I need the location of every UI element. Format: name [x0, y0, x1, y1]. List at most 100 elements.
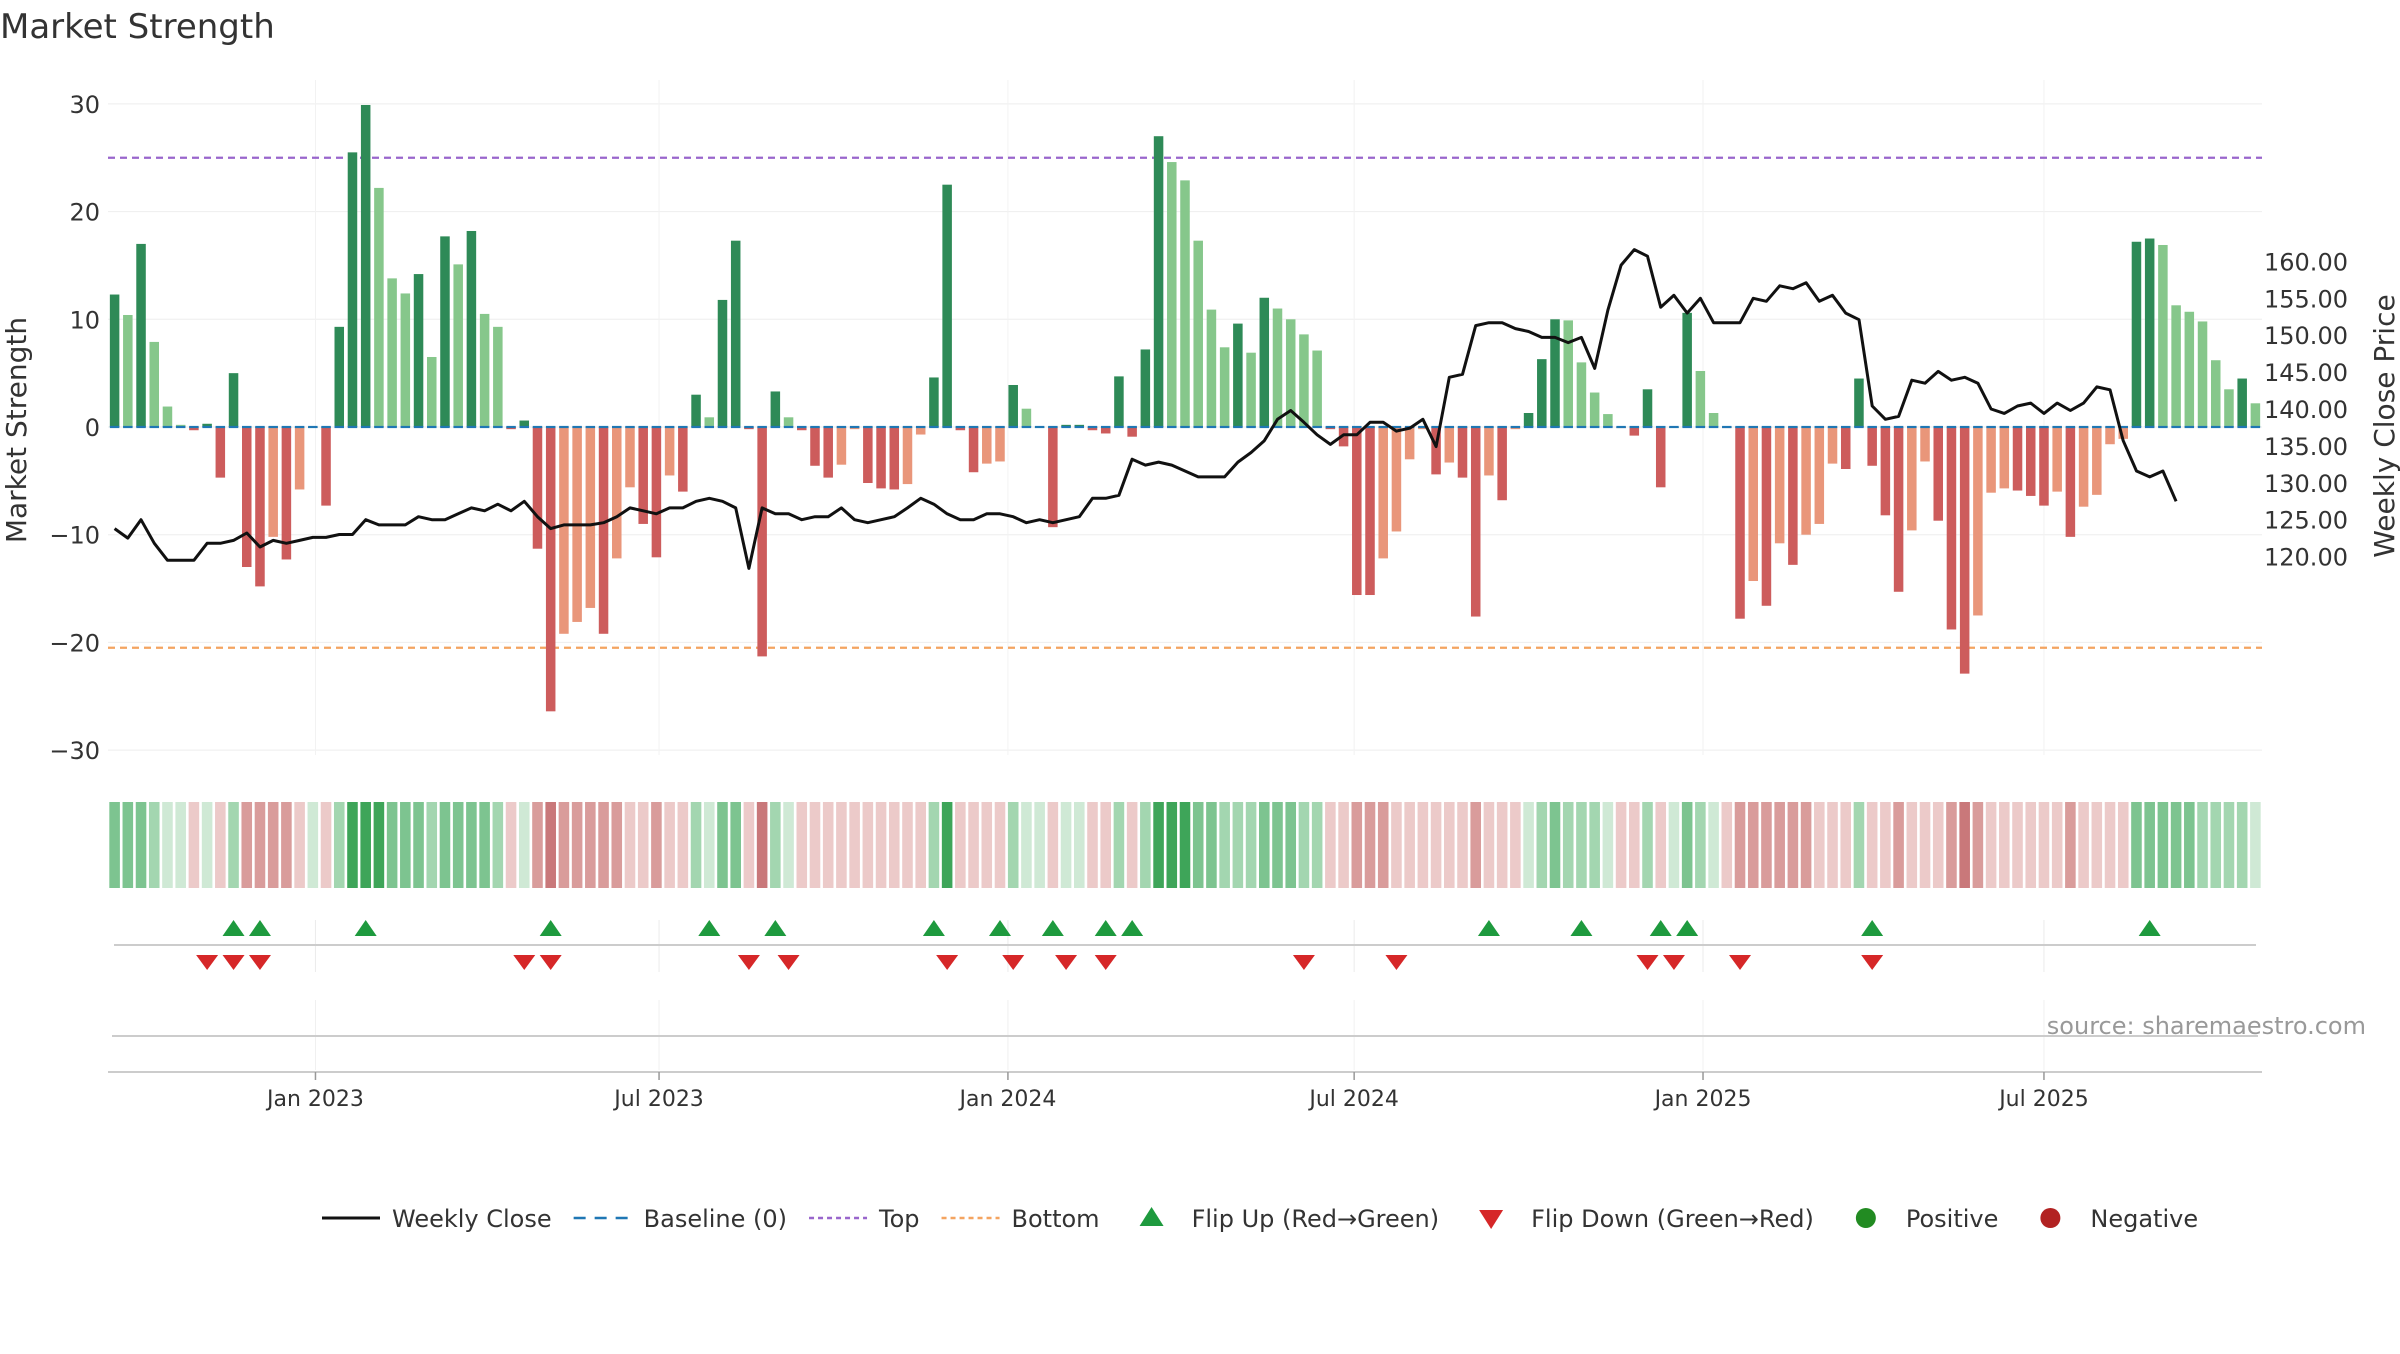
strength-bar — [479, 313, 490, 427]
strength-bar — [1219, 347, 1230, 427]
strength-bar — [1470, 427, 1481, 617]
strength-bar — [1563, 320, 1573, 427]
strength-bar — [1352, 427, 1362, 596]
strength-bar — [334, 326, 345, 427]
strip-cell — [1126, 802, 1138, 888]
strip-cell — [1959, 802, 1970, 888]
strength-bar — [876, 427, 886, 489]
reference-lines — [108, 156, 2262, 649]
strip-cell — [1999, 802, 2010, 888]
strength-bar — [1880, 427, 1891, 516]
strength-bar — [1404, 427, 1415, 460]
strip-cell — [320, 802, 332, 888]
strip-cell — [241, 802, 253, 888]
strength-bar — [1576, 362, 1587, 427]
strip-cell — [571, 802, 583, 888]
strength-bar — [968, 427, 979, 473]
strip-cell — [1351, 802, 1363, 888]
strength-bar — [453, 264, 463, 427]
strip-cell — [1695, 802, 1706, 888]
strength-bar — [1114, 376, 1124, 427]
strip-cell — [2091, 802, 2103, 888]
flip-up-marker — [698, 920, 721, 936]
strip-cell — [1153, 802, 1164, 888]
strip-cell — [254, 802, 266, 888]
flip-down-marker — [1861, 955, 1884, 970]
y2-tick-label: 135.00 — [2264, 433, 2348, 461]
y2-tick-label: 120.00 — [2264, 544, 2348, 572]
flip-up-marker — [922, 920, 945, 936]
strength-bar — [1893, 427, 1904, 592]
strip-cell — [532, 802, 543, 888]
strip-cell — [1510, 802, 1521, 888]
strength-bar — [730, 240, 741, 427]
strip-cell — [1417, 802, 1429, 888]
strength-bar — [598, 427, 609, 634]
strip-cell — [2078, 802, 2089, 888]
strip-cell — [215, 802, 226, 888]
strength-bar — [2171, 305, 2181, 427]
strength-bar — [1946, 427, 1957, 630]
flip-up-marker — [988, 920, 1011, 936]
strip-cell — [386, 802, 398, 888]
strength-bar — [1801, 427, 1811, 535]
strength-bar — [915, 427, 926, 435]
strength-bar — [2118, 427, 2129, 439]
strip-cell — [1245, 802, 1257, 888]
strength-bar — [625, 427, 635, 488]
strength-bar — [1973, 427, 1983, 616]
strength-bar — [1774, 427, 1785, 544]
strip-cell — [1060, 802, 1072, 888]
flip-up-marker — [539, 920, 562, 936]
strength-bar — [123, 314, 133, 427]
legend-positive-swatch — [1855, 1208, 1876, 1228]
strength-bars — [109, 104, 2261, 712]
flip-up-marker — [1570, 920, 1593, 936]
strip-cell — [1457, 802, 1468, 888]
strip-cell — [1179, 802, 1191, 888]
strength-bar — [2078, 427, 2089, 507]
strength-bar — [1048, 427, 1058, 528]
y-axis-label: Market Strength — [0, 317, 33, 543]
strip-cell — [466, 802, 477, 888]
flip-down-marker — [513, 955, 536, 970]
strength-bar — [1537, 359, 1547, 427]
strip-cell — [1536, 802, 1548, 888]
strength-bar — [493, 326, 503, 427]
x-tick-label: Jan 2024 — [957, 1087, 1056, 1112]
strip-cell — [1444, 802, 1455, 888]
strip-cell — [1166, 802, 1178, 888]
chart-title: Market Strength — [0, 7, 275, 47]
strip-cell — [1483, 802, 1495, 888]
strip-cell — [1192, 802, 1204, 888]
strength-bar — [427, 356, 437, 427]
flip-down-marker — [1729, 955, 1752, 970]
strip-cell — [333, 802, 345, 888]
strength-bar — [1933, 427, 1943, 521]
strip-cell — [505, 802, 517, 888]
strength-bar — [1087, 427, 1098, 431]
flip-up-marker — [248, 920, 271, 936]
flip-up-marker — [1649, 920, 1672, 936]
flip-down-marker — [539, 955, 562, 970]
strip-cell — [2144, 802, 2155, 888]
flip-up-marker — [222, 920, 245, 936]
strength-bar — [1180, 180, 1190, 427]
strength-bar — [294, 427, 305, 490]
strip-cell — [1589, 802, 1600, 888]
strip-cell — [585, 802, 596, 888]
strip-cell — [994, 802, 1006, 888]
strip-cell — [651, 802, 662, 888]
strip-cell — [1655, 802, 1667, 888]
strength-bar — [2210, 360, 2221, 427]
strength-bar — [1272, 308, 1283, 427]
strength-bar — [2197, 321, 2208, 427]
strip-cell — [2223, 802, 2235, 888]
strip-cell — [373, 802, 385, 888]
y-tick-label: 10 — [69, 306, 100, 334]
strength-bar — [228, 373, 239, 427]
strip-cell — [1721, 802, 1733, 888]
strength-bar — [770, 391, 781, 427]
strip-cell — [188, 802, 200, 888]
strength-bar — [1708, 412, 1719, 427]
